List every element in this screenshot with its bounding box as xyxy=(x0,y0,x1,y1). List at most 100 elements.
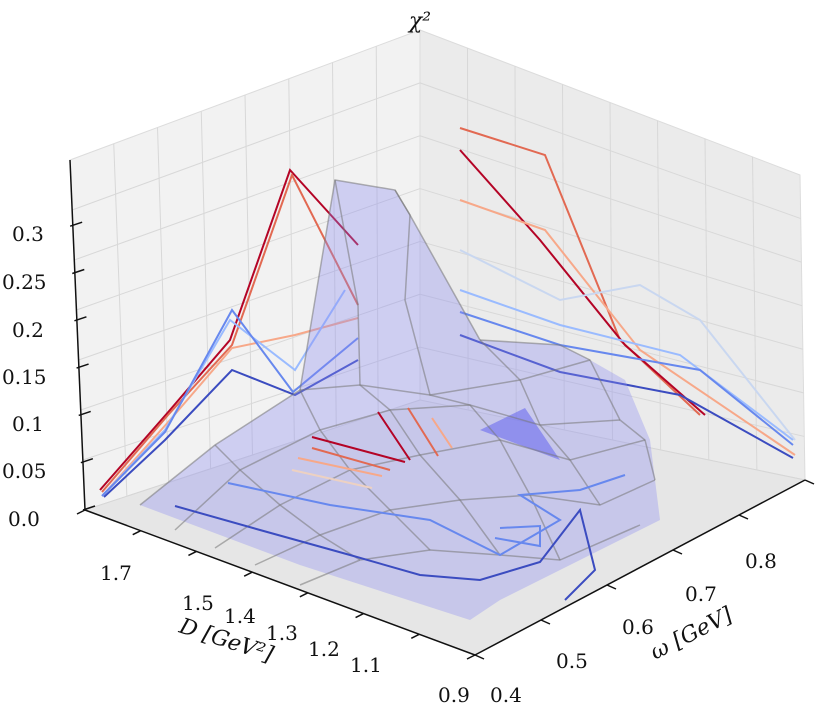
grid-lines xyxy=(71,46,805,497)
grid-line xyxy=(74,135,421,261)
wall-contour-line xyxy=(459,334,794,459)
grid-line xyxy=(288,78,295,442)
z-tick xyxy=(82,505,96,511)
grid-line xyxy=(467,48,469,411)
y-tick-label: 0.8 xyxy=(745,549,777,573)
grid-line xyxy=(657,120,662,451)
surface-wireframe-line xyxy=(394,189,561,561)
wall-contour-line xyxy=(459,127,701,416)
grid-line xyxy=(609,102,613,441)
x-tick xyxy=(466,654,476,660)
surface-wireframe-line xyxy=(299,179,411,391)
z-tick-labels: 0.0 0.05 0.1 0.15 0.2 0.25 0.3 xyxy=(2,222,47,531)
y-tick xyxy=(540,619,551,625)
y-tick xyxy=(672,549,683,555)
wall-contour-line xyxy=(459,289,794,441)
y-tick-label: 0.5 xyxy=(556,649,588,673)
grid-line xyxy=(78,240,421,361)
wall-contour-line xyxy=(459,199,796,456)
z-tick-label: 0.2 xyxy=(12,318,44,342)
x-tick xyxy=(76,509,86,515)
z-tick-label: 0.25 xyxy=(2,270,47,294)
x-tick xyxy=(410,633,420,639)
wall-contours xyxy=(99,127,796,498)
axis-lines xyxy=(69,159,806,656)
y-axis-line xyxy=(474,479,806,656)
x-axis-line xyxy=(84,509,476,656)
y-tick-label: 0.7 xyxy=(685,582,717,606)
wall-contour-line xyxy=(103,359,359,498)
surface-wireframe-line xyxy=(479,339,656,481)
x-tick-label: 1.7 xyxy=(100,561,132,585)
z-tick xyxy=(76,363,89,369)
floor-contour-line xyxy=(431,417,453,449)
z-tick xyxy=(78,410,91,417)
y-tick xyxy=(474,654,485,660)
y-axis-label: ω [GeV] xyxy=(646,603,737,666)
z-tick-label: 0.1 xyxy=(12,412,44,436)
z-tick xyxy=(74,316,87,322)
surface-wireframe-line xyxy=(214,444,361,561)
wall-contour-line xyxy=(103,317,359,495)
z-tick xyxy=(72,268,85,275)
floor-contour-line xyxy=(297,457,383,477)
grid-line xyxy=(419,240,803,350)
surface-wireframe-line xyxy=(334,179,501,556)
wall-contour-line xyxy=(459,149,706,416)
x-tick-label: 1.1 xyxy=(350,653,382,677)
x-tick xyxy=(355,612,364,619)
z-tick-label: 0.05 xyxy=(2,459,47,483)
x-tick-label: 1.5 xyxy=(182,591,214,615)
grid-line xyxy=(244,94,253,456)
surface xyxy=(139,179,660,620)
y-tick xyxy=(606,584,617,590)
z-axis-label: χ² xyxy=(407,9,431,34)
surface-wireframe-line xyxy=(299,524,641,586)
x-tick-labels: 1.7 1.5 1.4 1.3 1.2 1.1 0.9 xyxy=(100,561,470,707)
y-tick-label: 0.6 xyxy=(622,615,654,639)
wall-contour-line xyxy=(101,172,359,493)
x-tick xyxy=(243,571,253,577)
z-tick xyxy=(69,221,83,227)
wall-contour-line xyxy=(459,249,796,441)
floor-contour-line xyxy=(291,469,373,489)
x-tick-label: 1.3 xyxy=(266,621,298,645)
grid-line xyxy=(82,346,421,461)
floor-contour-line xyxy=(311,436,406,463)
grid-line xyxy=(419,82,801,220)
grid-line xyxy=(514,66,517,421)
grid-line xyxy=(200,111,212,469)
z-tick-label: 0.3 xyxy=(12,222,44,246)
floor-contour-line xyxy=(311,447,391,471)
surface-wireframe-line xyxy=(409,214,601,506)
floor-contour-line xyxy=(407,407,439,457)
x-tick-label: 1.4 xyxy=(224,604,256,628)
axis-ticks xyxy=(69,221,815,660)
x-tick xyxy=(299,592,309,598)
grid-line xyxy=(704,138,710,461)
y-tick-labels: 0.4 0.5 0.6 0.7 0.8 xyxy=(490,549,777,707)
floor-contour-line xyxy=(174,505,597,601)
x-tick-label: 0.9 xyxy=(438,683,470,707)
surface-peak-facet xyxy=(480,408,560,460)
x-tick xyxy=(132,530,142,536)
floor-contour-line xyxy=(227,474,626,557)
floor-contour-line xyxy=(494,524,541,548)
floor-contour-line xyxy=(377,411,411,461)
z-tick-label: 0.0 xyxy=(8,507,40,531)
surface-fill xyxy=(140,180,660,620)
grid-line xyxy=(419,135,802,263)
grid-line xyxy=(419,293,804,394)
grid-line xyxy=(80,293,421,411)
grid-line xyxy=(375,46,379,414)
grid-line xyxy=(752,156,758,471)
grid-line xyxy=(113,143,128,497)
x-tick xyxy=(188,550,197,557)
grid-line xyxy=(332,62,337,428)
grid-line xyxy=(71,82,421,211)
grid-line xyxy=(419,346,805,437)
y-tick-label: 0.4 xyxy=(490,683,522,707)
wall-contour-line xyxy=(99,168,359,491)
floor-contours xyxy=(174,407,626,601)
